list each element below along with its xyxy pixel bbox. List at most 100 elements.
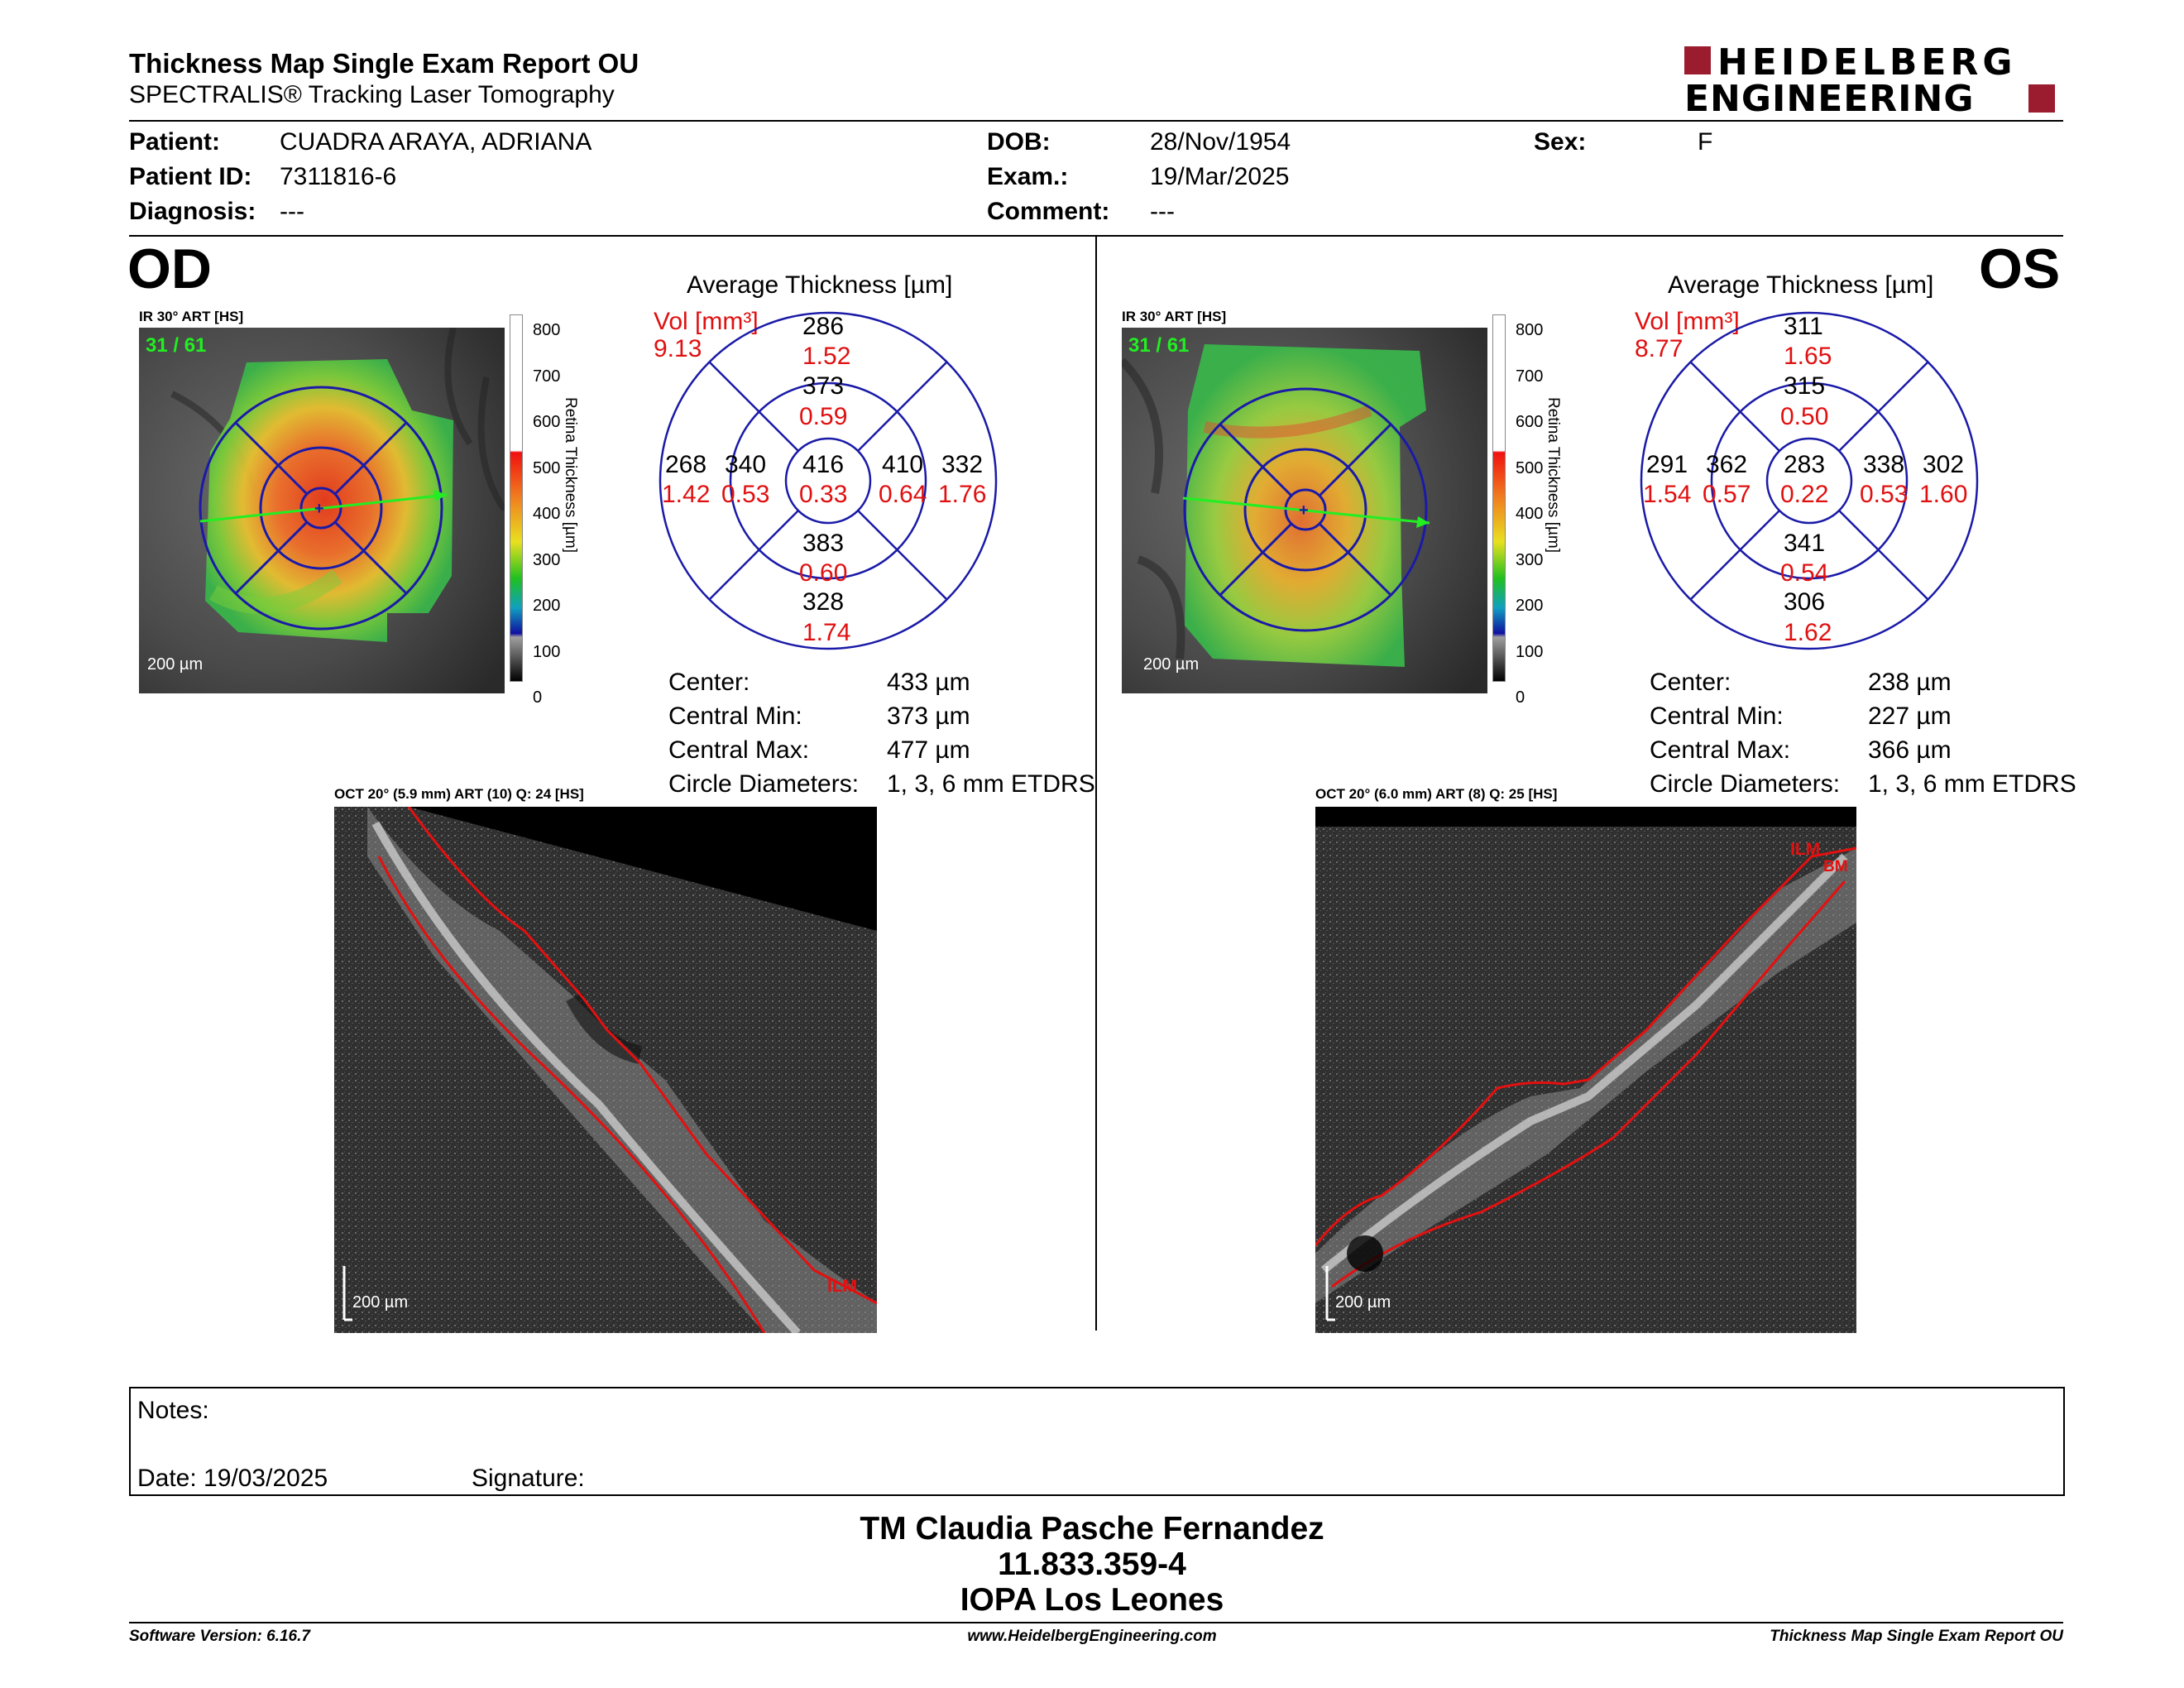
os-center-value: 238 µm xyxy=(1868,669,1952,696)
comment-label: Comment: xyxy=(987,198,1110,225)
notes-label: Notes: xyxy=(137,1397,209,1424)
od-inf-out-vol: 1.74 xyxy=(802,619,851,646)
os-min-label: Central Min: xyxy=(1650,703,1784,730)
od-center-value: 433 µm xyxy=(887,669,970,696)
od-tick-100: 100 xyxy=(533,642,561,661)
od-ir-image: + 31 / 61 200 µm xyxy=(139,328,505,693)
os-tmp-in-vol: 0.57 xyxy=(1703,481,1751,508)
os-colorbar-ticks: 800 700 600 500 400 300 200 100 0 xyxy=(1516,308,1543,722)
footer-website[interactable]: www.HeidelbergEngineering.com xyxy=(967,1628,1217,1645)
od-tick-300: 300 xyxy=(533,550,561,569)
os-tick-500: 500 xyxy=(1516,458,1544,477)
os-center-label: Center: xyxy=(1650,669,1731,696)
od-oct-image: 200 µm ILM xyxy=(334,807,877,1333)
os-ir-scale: 200 µm xyxy=(1143,655,1200,674)
os-oct-bm-label: BM xyxy=(1823,858,1848,875)
notes-date: Date: 19/03/2025 xyxy=(137,1465,328,1492)
od-tick-200: 200 xyxy=(533,597,561,615)
os-diam-value: 1, 3, 6 mm ETDRS xyxy=(1868,770,2076,798)
os-tick-200: 200 xyxy=(1516,597,1544,615)
os-nas-in-vol: 0.53 xyxy=(1860,481,1909,508)
signer-rut: 11.833.359-4 xyxy=(998,1547,1186,1582)
dob-label: DOB: xyxy=(987,128,1051,156)
diagnosis-label: Diagnosis: xyxy=(129,198,256,225)
od-nas-in-vol: 0.53 xyxy=(721,481,770,508)
od-oct-svg xyxy=(334,807,877,1333)
os-eye-label: OS xyxy=(1979,237,2061,300)
os-inf-out: 306 xyxy=(1784,588,1826,616)
patient-id: 7311816-6 xyxy=(280,163,397,190)
patient-label: Patient: xyxy=(129,128,221,156)
os-etdrs-grid xyxy=(1640,311,1979,650)
os-fundus-svg: + xyxy=(1122,328,1487,693)
od-nas-out-vol: 1.42 xyxy=(662,481,711,508)
signer-place: IOPA Los Leones xyxy=(960,1582,1224,1618)
od-ir-label: IR 30° ART [HS] xyxy=(139,309,244,324)
os-avg-title: Average Thickness [µm] xyxy=(1668,271,1934,299)
exam-value: 19/Mar/2025 xyxy=(1150,163,1290,190)
logo-text-engineering: ENGINEERING xyxy=(1684,78,1975,120)
od-avg-title: Average Thickness [µm] xyxy=(687,271,953,299)
od-frame-count: 31 / 61 xyxy=(146,334,207,357)
os-tmp-out: 291 xyxy=(1646,451,1688,478)
header-divider xyxy=(129,120,2063,122)
diagnosis-value: --- xyxy=(280,198,304,225)
os-center-vol: 0.22 xyxy=(1780,481,1829,508)
os-tick-100: 100 xyxy=(1516,642,1544,661)
os-ir-label: IR 30° ART [HS] xyxy=(1122,309,1227,324)
os-tick-0: 0 xyxy=(1516,688,1525,707)
od-min-value: 373 µm xyxy=(887,703,970,730)
od-max-value: 477 µm xyxy=(887,736,970,764)
od-diam-value: 1, 3, 6 mm ETDRS xyxy=(887,770,1095,798)
od-tick-0: 0 xyxy=(533,688,543,707)
logo-square-bottom xyxy=(2028,84,2055,113)
os-oct-scale: 200 µm xyxy=(1335,1293,1391,1312)
od-sup-out-vol: 1.52 xyxy=(802,343,851,370)
os-min-value: 227 µm xyxy=(1868,703,1952,730)
os-oct-image: 200 µm ILM BM xyxy=(1315,807,1856,1333)
od-diam-label: Circle Diameters: xyxy=(668,770,860,798)
svg-text:+: + xyxy=(314,500,324,518)
od-max-label: Central Max: xyxy=(668,736,810,764)
od-sup-in-vol: 0.59 xyxy=(799,403,848,430)
os-vol-value: 8.77 xyxy=(1635,335,1684,362)
od-center: 416 xyxy=(802,451,845,478)
od-tmp-out: 332 xyxy=(941,451,984,478)
signature-label: Signature: xyxy=(472,1465,585,1492)
os-vol-label: Vol [mm³] xyxy=(1635,308,1740,335)
os-colorbar xyxy=(1492,314,1506,682)
od-oct-label: OCT 20° (5.9 mm) ART (10) Q: 24 [HS] xyxy=(334,786,584,802)
od-tick-400: 400 xyxy=(533,505,561,523)
od-fundus-svg: + xyxy=(139,328,505,693)
od-colorbar-title: Retina Thickness [µm] xyxy=(562,397,579,553)
signer-name: TM Claudia Pasche Fernandez xyxy=(860,1511,1324,1547)
od-ir-scale: 200 µm xyxy=(147,655,204,674)
patient-divider xyxy=(129,235,2063,237)
od-tmp-in-vol: 0.64 xyxy=(879,481,927,508)
os-nas-in: 338 xyxy=(1863,451,1905,478)
od-tick-800: 800 xyxy=(533,321,561,339)
os-center: 283 xyxy=(1784,451,1826,478)
od-nas-out: 268 xyxy=(665,451,707,478)
od-tmp-out-vol: 1.76 xyxy=(938,481,987,508)
os-oct-ilm-label: ILM xyxy=(1790,840,1821,859)
os-colorbar-title: Retina Thickness [µm] xyxy=(1545,397,1562,553)
od-nas-in: 340 xyxy=(725,451,767,478)
sex-value: F xyxy=(1698,128,1713,156)
os-sup-out: 311 xyxy=(1784,313,1823,340)
sex-label: Sex: xyxy=(1534,128,1587,156)
od-min-label: Central Min: xyxy=(668,703,802,730)
notes-box: Notes: Date: 19/03/2025 Signature: xyxy=(129,1387,2065,1496)
os-nas-out-vol: 1.60 xyxy=(1919,481,1968,508)
os-tick-400: 400 xyxy=(1516,505,1544,523)
od-tick-700: 700 xyxy=(533,367,561,386)
os-frame-count: 31 / 61 xyxy=(1128,334,1190,357)
os-sup-in-vol: 0.50 xyxy=(1780,403,1829,430)
od-etdrs-grid xyxy=(659,311,998,650)
os-tmp-out-vol: 1.54 xyxy=(1643,481,1692,508)
od-oct-ilm-label: ILM xyxy=(827,1277,858,1296)
od-colorbar-ticks: 800 700 600 500 400 300 200 100 0 xyxy=(533,308,560,722)
os-nas-out: 302 xyxy=(1923,451,1965,478)
od-eye-label: OD xyxy=(127,237,212,300)
od-center-label: Center: xyxy=(668,669,750,696)
